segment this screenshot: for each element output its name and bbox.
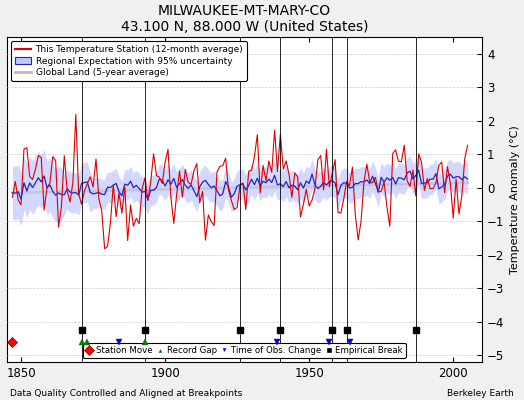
Legend: Station Move, Record Gap, Time of Obs. Change, Empirical Break: Station Move, Record Gap, Time of Obs. C… [83, 343, 406, 358]
Title: MILWAUKEE-MT-MARY-CO
43.100 N, 88.000 W (United States): MILWAUKEE-MT-MARY-CO 43.100 N, 88.000 W … [121, 4, 368, 34]
Y-axis label: Temperature Anomaly (°C): Temperature Anomaly (°C) [510, 125, 520, 274]
Text: Data Quality Controlled and Aligned at Breakpoints: Data Quality Controlled and Aligned at B… [10, 389, 243, 398]
Text: Berkeley Earth: Berkeley Earth [447, 389, 514, 398]
